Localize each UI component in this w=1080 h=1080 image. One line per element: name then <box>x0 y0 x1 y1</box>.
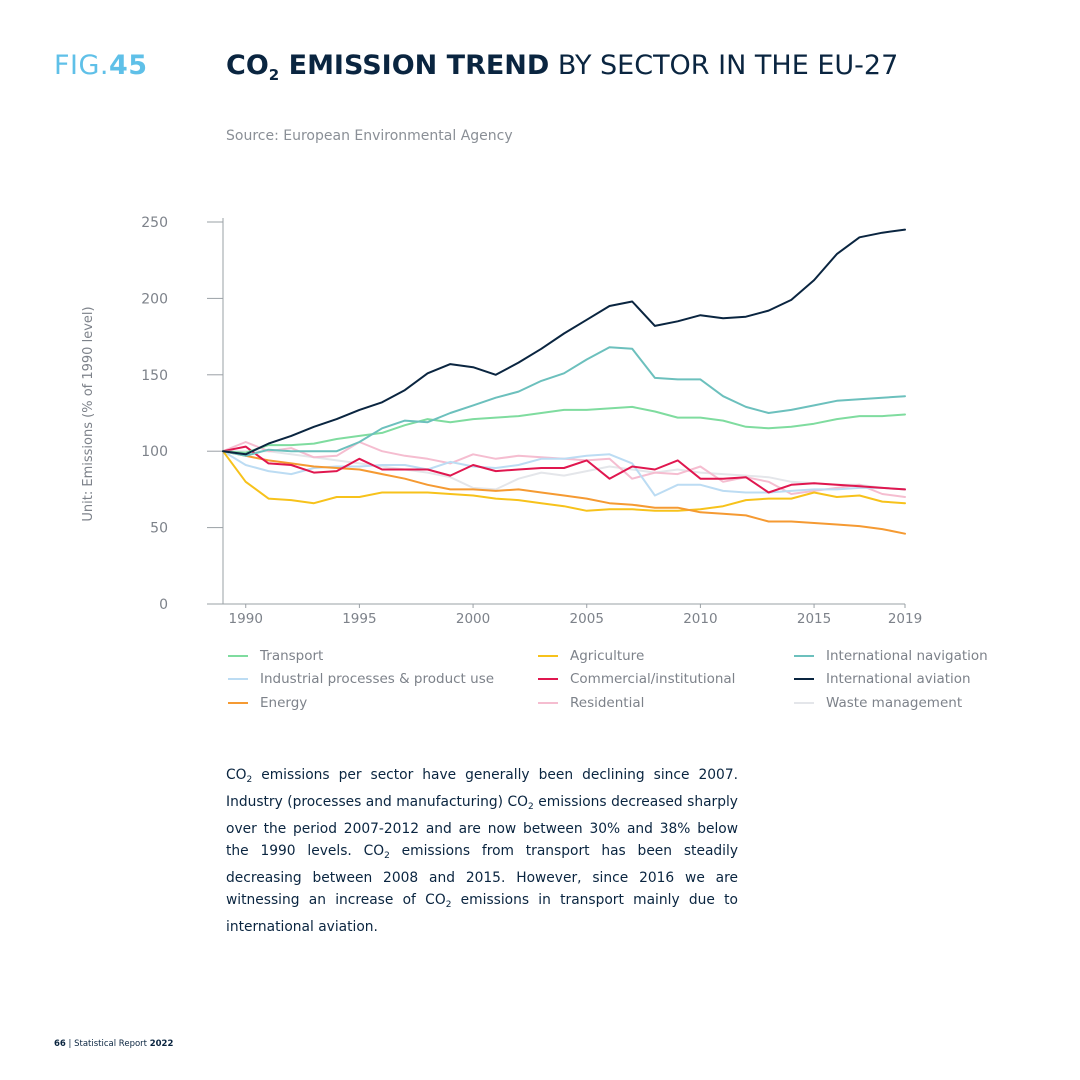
body-text-3: emissions from transport has been steadi… <box>226 843 738 908</box>
legend-swatch <box>538 654 558 657</box>
body-sub-3: 2 <box>384 851 390 861</box>
y-tick-label: 150 <box>141 368 168 384</box>
legend-item-agriculture: Agriculture <box>538 646 794 666</box>
page-footer: 66 | Statistical Report 2022 <box>54 1039 173 1049</box>
emission-line-chart: 0 50 100 150 200 250 1990 1995 2000 2005 2010 2015 2… <box>81 215 922 627</box>
body-text-1: emissions per sector have generally been… <box>226 767 738 810</box>
legend-item-transport: Transport <box>228 646 538 666</box>
legend-item-waste-management: Waste management <box>794 693 1008 713</box>
footer-report-name: | Statistical Report <box>65 1039 150 1049</box>
x-tick-label: 2019 <box>888 611 922 627</box>
x-tick-label: 2015 <box>797 611 831 627</box>
y-tick-label: 250 <box>141 215 168 231</box>
legend-swatch <box>538 701 558 704</box>
x-tick-label: 2010 <box>683 611 717 627</box>
title-regular-part: BY SECTOR IN THE EU-27 <box>549 50 899 81</box>
body-sub-1: 2 <box>246 775 253 785</box>
series-line-waste-management <box>222 450 906 491</box>
y-tick-label: 200 <box>141 291 168 307</box>
x-tick-label: 2000 <box>456 611 490 627</box>
body-sub-2: 2 <box>528 802 534 812</box>
page-number: 66 <box>54 1039 66 1049</box>
series-line-energy <box>222 450 906 535</box>
y-tick-label: 50 <box>150 521 168 537</box>
series-line-commercial-institutional <box>222 445 906 494</box>
y-tick-label: 0 <box>159 597 168 613</box>
legend-label: International aviation <box>826 671 971 688</box>
figure-label: FIG.45 <box>54 50 148 81</box>
source-note: Source: European Environmental Agency <box>226 128 513 144</box>
legend-label: Transport <box>260 647 324 664</box>
legend-item-industrial-processes-product-use: Industrial processes & product use <box>228 670 538 690</box>
legend-label: Residential <box>570 694 645 711</box>
footer-year: 2022 <box>149 1039 174 1049</box>
series-line-international-aviation <box>222 228 906 456</box>
title-bold-part: EMISSION TREND <box>279 50 550 81</box>
body-text-4: emissions in transport mainly due to int… <box>226 892 738 935</box>
legend-swatch <box>228 678 248 681</box>
figure-number: 45 <box>109 50 148 81</box>
series-line-international-navigation <box>222 346 906 457</box>
legend-item-international-aviation: International aviation <box>794 670 1008 690</box>
legend-swatch <box>538 678 558 681</box>
body-text-2: emissions decreased sharply over the per… <box>226 794 738 859</box>
legend-swatch <box>228 654 248 657</box>
title-subscript: 2 <box>268 66 280 84</box>
legend-item-energy: Energy <box>228 693 538 713</box>
legend-label: Agriculture <box>570 647 645 664</box>
legend-item-international-navigation: International navigation <box>794 646 1008 666</box>
legend-swatch <box>228 701 248 704</box>
series-line-transport <box>222 405 906 454</box>
page-title: CO2 EMISSION TREND BY SECTOR IN THE EU-2… <box>226 50 898 84</box>
title-co: CO <box>226 50 269 81</box>
x-tick-label: 2005 <box>570 611 604 627</box>
legend-label: Energy <box>260 694 308 711</box>
y-axis-title: Unit: Emissions (% of 1990 level) <box>81 306 96 521</box>
x-tick-label: 1995 <box>342 611 376 627</box>
legend-swatch <box>794 678 814 681</box>
y-tick-label: 100 <box>141 444 168 460</box>
series-line-agriculture <box>222 450 906 512</box>
legend-swatch <box>794 701 814 704</box>
legend-item-residential: Residential <box>538 693 794 713</box>
legend-label: Commercial/institutional <box>570 671 736 688</box>
series-line-industrial-processes-product-use <box>222 450 906 497</box>
legend-item-commercial-institutional: Commercial/institutional <box>538 670 794 690</box>
x-tick-label: 1990 <box>229 611 263 627</box>
figure-prefix: FIG. <box>54 50 109 81</box>
legend-swatch <box>794 654 814 657</box>
body-sub-4: 2 <box>445 900 452 910</box>
chart-legend: Transport Agriculture International naviga… <box>228 646 1008 713</box>
legend-label: Waste management <box>826 694 963 711</box>
legend-label: Industrial processes & product use <box>260 671 495 688</box>
body-co-1: CO <box>226 767 247 783</box>
description-paragraph: CO2 emissions per sector have generally … <box>226 764 738 938</box>
legend-label: International navigation <box>826 647 988 664</box>
